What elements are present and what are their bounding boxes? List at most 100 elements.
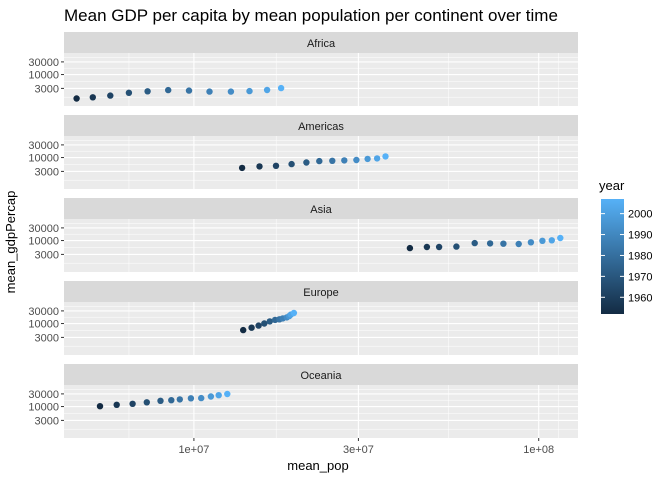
- x-tick-label: 1e+08: [523, 444, 554, 456]
- y-tick-label: 30000: [28, 306, 59, 318]
- legend-tick-label: 1970: [628, 271, 652, 283]
- data-point-europe-1957: [248, 324, 255, 331]
- data-point-americas-1972: [303, 159, 310, 166]
- data-point-africa-1957: [89, 94, 97, 101]
- legend-tick-label: 1980: [628, 250, 652, 262]
- y-axis-title: mean_gdpPercap: [3, 191, 18, 294]
- data-point-asia-1987: [515, 240, 522, 248]
- y-tick-label: 30000: [28, 389, 59, 401]
- data-point-americas-1997: [364, 155, 371, 163]
- y-tick-label: 3000: [35, 415, 59, 427]
- facet-strip-label: Africa: [307, 38, 336, 50]
- data-point-oceania-1957: [113, 401, 120, 408]
- facet-strip: [64, 198, 578, 219]
- x-axis-title: mean_pop: [287, 458, 348, 473]
- data-point-africa-1952: [73, 95, 80, 102]
- data-point-europe-1952: [240, 326, 247, 334]
- year-legend: year 1960 1970 1980 1990 2000: [599, 178, 652, 314]
- data-point-africa-1987: [206, 88, 213, 95]
- y-tick-label: 30000: [28, 223, 59, 235]
- legend-title: year: [599, 178, 625, 193]
- data-point-africa-1992: [227, 88, 235, 95]
- x-tick-label: 1e+07: [178, 444, 209, 456]
- data-point-asia-1972: [471, 239, 478, 247]
- data-point-oceania-1997: [207, 393, 215, 400]
- data-point-asia-1992: [527, 239, 535, 246]
- data-point-africa-1982: [185, 87, 193, 94]
- data-point-europe-1972: [266, 318, 273, 325]
- data-point-americas-2007: [382, 153, 389, 160]
- legend-tick-label: 1960: [628, 292, 652, 304]
- data-point-europe-1967: [261, 320, 268, 327]
- legend-tick-label: 2000: [628, 209, 652, 221]
- facet-strip: [64, 115, 578, 136]
- facet-strip: [64, 32, 578, 53]
- data-point-americas-1987: [341, 157, 348, 164]
- data-point-oceania-1952: [96, 403, 104, 410]
- data-point-europe-1962: [255, 322, 262, 329]
- facet-strip-label: Americas: [298, 121, 344, 133]
- x-axis: 1e+07 3e+07 1e+08: [178, 438, 554, 456]
- data-point-americas-1967: [288, 160, 295, 168]
- y-tick-label: 3000: [35, 166, 59, 178]
- data-point-asia-1977: [486, 240, 494, 247]
- facet-strip: [64, 281, 578, 302]
- data-point-oceania-1972: [157, 397, 164, 404]
- data-point-africa-1997: [246, 87, 253, 95]
- y-tick-label: 3000: [35, 249, 59, 261]
- data-point-asia-1997: [539, 237, 546, 244]
- facet-strip: [64, 364, 578, 385]
- data-point-africa-1977: [165, 86, 172, 94]
- data-point-oceania-1967: [143, 399, 150, 406]
- data-point-africa-1962: [107, 92, 114, 99]
- y-tick-label: 10000: [28, 402, 59, 414]
- data-point-americas-1962: [272, 162, 280, 169]
- facet-strip-label: Europe: [303, 287, 338, 299]
- y-tick-label: 30000: [28, 57, 59, 69]
- facet-strip-label: Oceania: [301, 370, 343, 382]
- y-tick-label: 3000: [35, 83, 59, 95]
- legend-colorbar: [601, 199, 624, 314]
- data-point-oceania-1977: [168, 397, 175, 404]
- chart-title: Mean GDP per capita by mean population p…: [64, 6, 558, 25]
- y-tick-label: 10000: [28, 236, 59, 248]
- data-point-americas-1977: [316, 157, 323, 165]
- x-tick-label: 3e+07: [343, 444, 374, 456]
- data-point-oceania-1962: [129, 400, 136, 407]
- facet-strip-label: Asia: [310, 204, 332, 216]
- panel-background: [64, 302, 578, 355]
- data-point-africa-1972: [144, 88, 151, 95]
- y-tick-label: 10000: [28, 319, 59, 331]
- legend-tick-label: 1990: [628, 230, 652, 242]
- y-tick-label: 30000: [28, 140, 59, 152]
- data-point-oceania-1987: [187, 395, 195, 402]
- panel-background: [64, 385, 578, 438]
- data-point-africa-1967: [125, 89, 133, 97]
- data-point-asia-1982: [500, 240, 507, 247]
- data-point-europe-2007: [290, 309, 298, 317]
- data-point-africa-2007: [277, 84, 285, 92]
- data-point-asia-2002: [548, 237, 555, 244]
- data-point-asia-1967: [453, 243, 460, 250]
- data-point-oceania-1992: [198, 394, 205, 402]
- panel-background: [64, 53, 578, 106]
- data-point-asia-2007: [557, 234, 564, 242]
- data-point-americas-1957: [256, 163, 263, 170]
- data-point-asia-1952: [406, 244, 414, 252]
- y-tick-label: 10000: [28, 153, 59, 165]
- y-tick-label: 10000: [28, 70, 59, 82]
- panels-layer: Africa30001000030000Americas300010000300…: [28, 32, 578, 438]
- data-point-americas-1952: [238, 164, 246, 172]
- data-point-americas-1992: [353, 156, 360, 164]
- data-point-oceania-2002: [215, 392, 222, 399]
- data-point-africa-2002: [263, 86, 271, 94]
- data-point-americas-1982: [329, 157, 336, 164]
- y-tick-label: 3000: [35, 332, 59, 344]
